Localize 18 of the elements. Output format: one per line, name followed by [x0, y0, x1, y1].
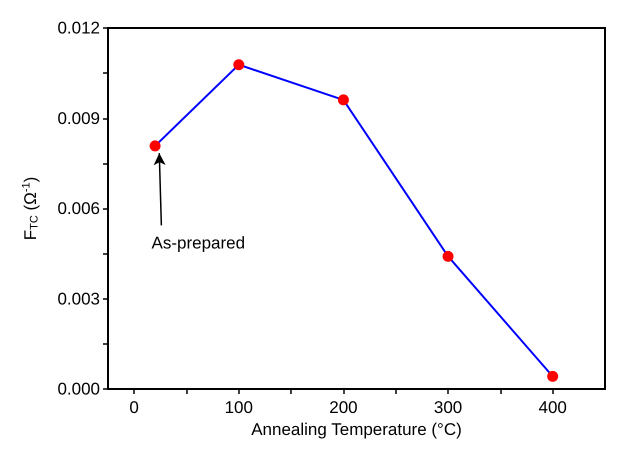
x-tick-label: 0 — [129, 398, 139, 417]
x-tick-label: 300 — [434, 398, 462, 417]
y-tick-label: 0.012 — [57, 18, 100, 38]
x-tick-label: 100 — [224, 398, 253, 417]
y-tick-label: 0.006 — [57, 199, 100, 218]
x-tick-label: 400 — [538, 398, 567, 417]
point — [547, 370, 558, 382]
annotation: As-prepared — [152, 233, 246, 252]
y-tick-label: 0.003 — [57, 289, 100, 308]
y-tick-label: 0.009 — [57, 108, 100, 128]
y-axis-title: FTC (Ω-1) — [20, 176, 40, 240]
text: 0.000 — [57, 380, 100, 398]
point — [233, 59, 244, 70]
point — [150, 140, 161, 152]
x-tick-label: 200 — [329, 398, 358, 417]
x-axis-title: Annealing Temperature (°C) — [251, 420, 462, 439]
point — [442, 250, 454, 262]
point — [338, 94, 349, 106]
